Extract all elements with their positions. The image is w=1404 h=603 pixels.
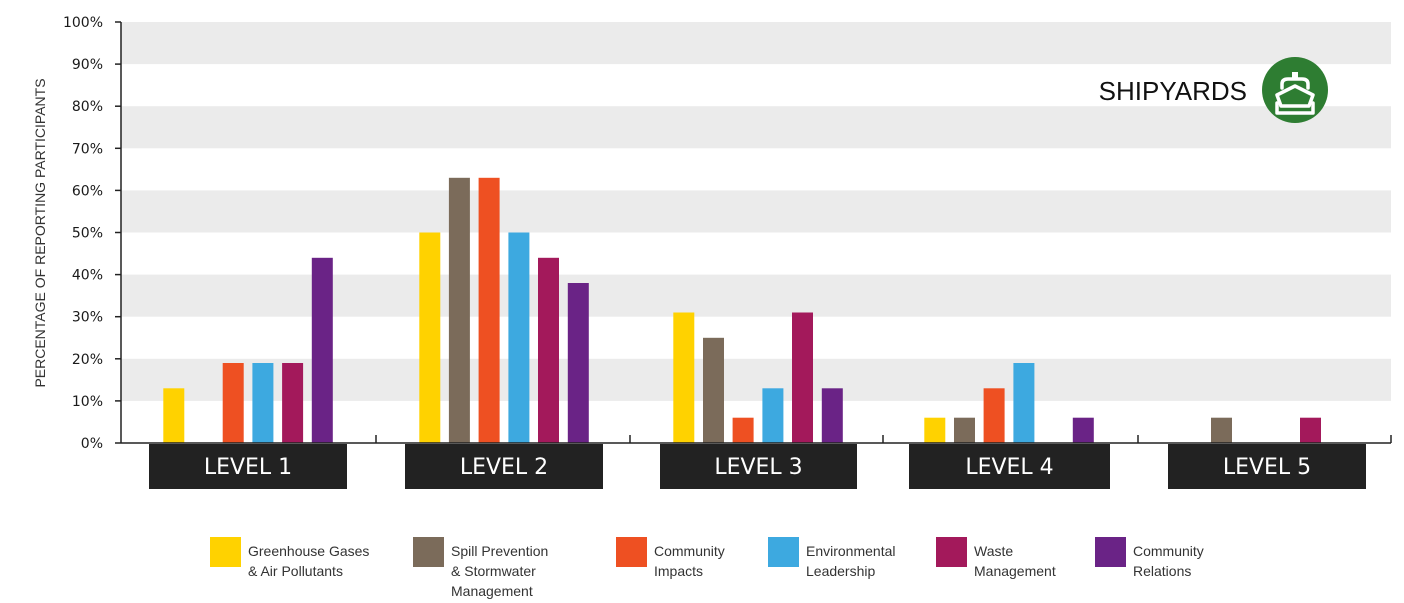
y-tick-label: 70% — [72, 141, 103, 157]
y-tick-label: 20% — [72, 352, 103, 368]
legend-item: Waste Management — [936, 537, 1056, 579]
y-axis-label: PERCENTAGE OF REPORTING PARTICIPANTS — [32, 78, 48, 387]
bars — [163, 177, 1321, 444]
bar — [508, 232, 530, 443]
bar — [163, 388, 185, 443]
category-box — [1168, 444, 1366, 489]
bar — [792, 312, 813, 443]
shipyards-badge: SHIPYARDS — [1099, 57, 1328, 123]
legend-label: Community Relations — [1133, 543, 1204, 579]
y-tick-label: 80% — [72, 99, 103, 115]
legend-item: Community Relations — [1095, 537, 1204, 579]
legend-label: Environmental Leadership — [806, 543, 896, 579]
y-tick-label: 60% — [72, 183, 103, 199]
bar — [478, 177, 500, 444]
bar — [222, 363, 244, 443]
bar — [954, 417, 975, 443]
bar — [282, 363, 304, 443]
legend-label: Spill Prevention & Stormwater Management — [451, 543, 548, 599]
bar — [1300, 417, 1321, 443]
bar — [448, 177, 470, 444]
legend-swatch — [1095, 537, 1126, 567]
grid-band — [121, 190, 1391, 233]
legend-label: Waste Management — [974, 543, 1056, 579]
bar — [762, 388, 784, 443]
bar — [821, 388, 843, 443]
bar — [538, 257, 559, 443]
legend-item: Spill Prevention & Stormwater Management — [413, 537, 548, 599]
grid-band — [121, 274, 1391, 317]
axes — [115, 21, 1392, 444]
y-tick-label: 100% — [63, 15, 103, 31]
bar — [252, 363, 274, 443]
bar — [983, 388, 1005, 443]
legend-item: Community Impacts — [616, 537, 725, 579]
y-tick-label: 90% — [72, 57, 103, 73]
category-label: LEVEL 5 — [1223, 455, 1311, 480]
category-box — [660, 444, 857, 489]
legend-label: Greenhouse Gases & Air Pollutants — [248, 543, 369, 579]
grid-band — [121, 358, 1391, 401]
bar — [311, 257, 333, 443]
category-labels: LEVEL 1 LEVEL 2 LEVEL 3 LEVEL 4 LEVEL 5 — [149, 444, 1366, 489]
bar — [924, 417, 946, 443]
y-tick-labels: 0% 10% 20% 30% 40% 50% 60% 70% 80% 90% 100% — [63, 15, 103, 452]
legend-item: Environmental Leadership — [768, 537, 896, 579]
category-label: LEVEL 4 — [965, 455, 1053, 480]
bar — [419, 232, 441, 443]
category-label: LEVEL 1 — [204, 455, 292, 480]
legend-label: Community Impacts — [654, 543, 725, 579]
bar — [673, 312, 695, 443]
y-tick-label: 10% — [72, 394, 103, 410]
badge-label: SHIPYARDS — [1099, 76, 1247, 106]
y-tick-label: 30% — [72, 310, 103, 326]
legend-swatch — [616, 537, 647, 567]
grid-band — [121, 106, 1391, 149]
category-label: LEVEL 2 — [460, 455, 548, 480]
grid-band — [121, 22, 1391, 65]
y-tick-label: 40% — [72, 268, 103, 284]
category-label: LEVEL 3 — [714, 455, 802, 480]
y-tick-label: 50% — [72, 226, 103, 242]
category-box — [909, 444, 1110, 489]
category-box — [405, 444, 603, 489]
legend-item: Greenhouse Gases & Air Pollutants — [210, 537, 369, 579]
bar — [703, 337, 724, 444]
bar — [732, 417, 754, 443]
y-tick-label: 0% — [81, 436, 103, 452]
bar — [1211, 417, 1232, 443]
legend-swatch — [768, 537, 799, 567]
legend: Greenhouse Gases & Air Pollutants Spill Pr… — [210, 537, 1204, 599]
ship-icon — [1262, 57, 1328, 123]
bar — [1072, 417, 1094, 443]
legend-swatch — [413, 537, 444, 567]
category-box — [149, 444, 347, 489]
grid-bands — [121, 22, 1391, 401]
bar — [567, 283, 589, 443]
legend-swatch — [936, 537, 967, 567]
legend-swatch — [210, 537, 241, 567]
bar — [1013, 363, 1035, 443]
